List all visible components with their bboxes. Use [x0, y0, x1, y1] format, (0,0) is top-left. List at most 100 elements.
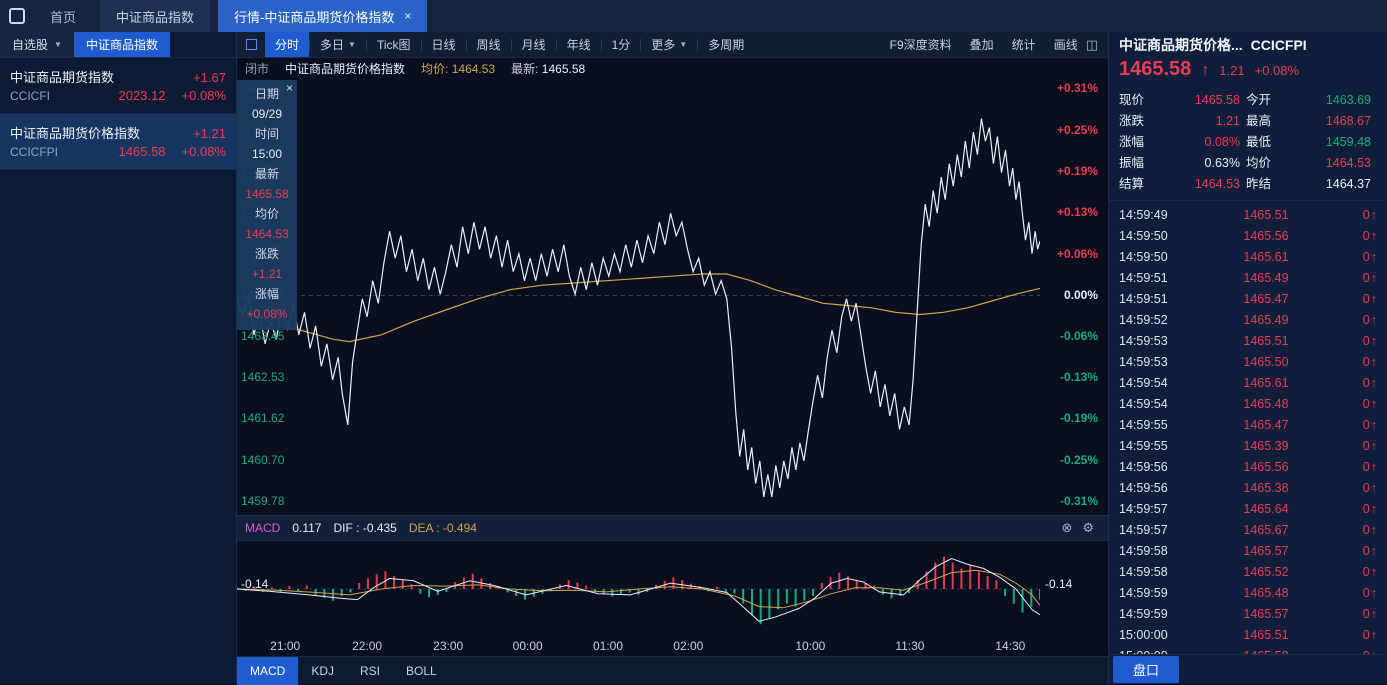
tooltip-value: 1465.58: [245, 187, 289, 201]
quote-panel: 中证商品期货价格... CCICFPI 1465.58 ↑ 1.21 +0.08%…: [1108, 32, 1387, 684]
topbar-tab-quote[interactable]: 行情-中证商品期货价格指数 ×: [218, 0, 428, 32]
price-axis-label: 1459.78: [241, 494, 285, 509]
quote-field-label: 均价: [1246, 156, 1272, 170]
logo-square: [9, 8, 25, 24]
up-arrow-icon: ↑: [1370, 417, 1377, 432]
tick-volume: 0↑: [1343, 649, 1377, 655]
quote-field-label: 现价: [1119, 93, 1145, 107]
up-arrow-icon: ↑: [1371, 649, 1377, 655]
indicator-tab-kdj[interactable]: KDJ: [311, 663, 335, 678]
tick-row: 14:59:56 1465.56 0↑: [1119, 456, 1377, 477]
topbar-tab-csi-index[interactable]: 中证商品指数: [100, 0, 211, 32]
last-value: 1465.58: [541, 61, 586, 76]
chevron-down-icon: ▼: [54, 40, 62, 49]
panel-toggle-icon[interactable]: ◫: [1085, 36, 1098, 52]
instrument-code: CCICFI: [10, 89, 50, 103]
macd-header: MACD 0.117 DIF : -0.435 DEA : -0.494 ⊗ ⚙: [237, 515, 1108, 541]
macd-axis-left: -0.14: [241, 577, 269, 591]
pankou-button[interactable]: 盘口: [1113, 656, 1180, 683]
tick-row: 14:59:57 1465.67 0↑: [1119, 519, 1377, 540]
quote-field-value: 1464.53: [1194, 177, 1240, 191]
macd-value: 0.117: [292, 521, 322, 535]
toolbar-tool-3[interactable]: 画线: [1053, 38, 1078, 52]
price-axis-label: 1463.45: [241, 329, 285, 344]
toolbar-tool-0[interactable]: F9深度资料: [889, 38, 952, 52]
toolbar-tool-2[interactable]: 统计: [1011, 38, 1036, 52]
price-chart[interactable]: +0.31% +0.25% +0.19% +0.13% +0.06% 0.00% -0.06…: [237, 78, 1108, 515]
indicator-tab-boll[interactable]: BOLL: [406, 663, 437, 678]
toolbar-divider: [697, 38, 699, 51]
instrument-row-ccicfpi[interactable]: 中证商品期货价格指数 +1.21 CCICFPI 1465.58 +0.08%: [0, 114, 236, 170]
grid-icon[interactable]: [237, 39, 265, 50]
tick-price: 1465.39: [1243, 438, 1289, 453]
tick-time: 14:59:52: [1119, 312, 1168, 327]
close-icon[interactable]: ×: [285, 81, 293, 95]
close-icon[interactable]: ×: [404, 9, 412, 23]
percent-axis-label: 0.00%: [1063, 287, 1098, 302]
tick-volume: 0↑: [1362, 417, 1377, 432]
quote-field-value: 1464.53: [1325, 156, 1371, 170]
quote-grid: 现价 1465.58 今开 1463.69 涨跌 1.21 最高 1468.67 涨幅 0.08%…: [1109, 86, 1387, 200]
period-tab-6[interactable]: 年线: [566, 38, 591, 52]
topbar-tab-home[interactable]: 首页: [34, 0, 92, 32]
toolbar-divider: [420, 38, 422, 51]
instrument-code: CCICFPI: [10, 145, 58, 159]
market-status: 闭市: [245, 61, 270, 76]
period-tab-8[interactable]: 更多 ▼: [651, 38, 688, 52]
period-tab-0[interactable]: 分时: [265, 32, 310, 57]
indicator-tab-rsi[interactable]: RSI: [360, 663, 381, 678]
period-tab-4[interactable]: 周线: [476, 38, 501, 52]
percent-axis: +0.31% +0.25% +0.19% +0.13% +0.06% 0.00% -0.06…: [1040, 78, 1108, 515]
macd-axis-right: -0.14: [1045, 577, 1073, 591]
tick-row: 15:00:00 1465.51 0↑: [1119, 624, 1377, 645]
up-arrow-icon: ↑: [1370, 501, 1377, 516]
indicator-tab-macd[interactable]: MACD: [237, 656, 299, 685]
tick-price: 1465.52: [1243, 564, 1289, 579]
up-arrow-icon: ↑: [1370, 354, 1377, 369]
quote-field-value: 1468.67: [1325, 114, 1371, 128]
dif-value: -0.435: [362, 521, 397, 535]
tick-time: 14:59:57: [1119, 501, 1168, 516]
time-tick: 02:00: [673, 639, 704, 653]
tick-price: 1465.48: [1243, 585, 1289, 600]
tick-time: 14:59:50: [1119, 228, 1168, 243]
period-tab-1[interactable]: 多日 ▼: [320, 38, 356, 52]
instrument-row-ccicfi[interactable]: 中证商品期货指数 +1.67 CCICFI 2023.12 +0.08%: [0, 58, 236, 114]
up-arrow-icon: ↑: [1370, 522, 1377, 537]
tooltip-value: +0.08%: [246, 307, 288, 321]
chart-toolbar: 分时 多日 ▼ Tick图 日线 周线 月线 年线 1分 更多 ▼ 多周期 F9深度资料 叠加 统计 画线 …: [237, 32, 1108, 58]
watchlist-dropdown[interactable]: 自选股 ▼: [0, 32, 74, 57]
tooltip-label: 日期: [254, 87, 279, 101]
percent-axis-label: -0.13%: [1059, 370, 1098, 385]
period-tab-3[interactable]: 日线: [431, 38, 456, 52]
period-tab-2[interactable]: Tick图: [376, 38, 411, 52]
tick-price: 1465.56: [1243, 459, 1289, 474]
close-circle-icon[interactable]: ⊗: [1061, 520, 1073, 535]
quote-field-value: 0.63%: [1204, 156, 1240, 170]
quote-field-label: 最高: [1246, 114, 1272, 128]
tooltip-rows: 日期 09/29 时间 15:00 最新 1465.58 均价 1464.53 涨跌 +1.21 涨…: [237, 84, 297, 324]
tick-volume: 0↑: [1362, 354, 1377, 369]
tick-price: 1465.48: [1243, 396, 1289, 411]
topbar: 首页 中证商品指数 行情-中证商品期货价格指数 ×: [0, 0, 1387, 32]
period-tab-9[interactable]: 多周期: [708, 38, 745, 52]
tick-row: 14:59:59 1465.48 0↑: [1119, 582, 1377, 603]
gear-icon[interactable]: ⚙: [1082, 520, 1094, 535]
quote-name: 中证商品期货价格...: [1119, 37, 1243, 53]
toolbar-tool-1[interactable]: 叠加: [969, 38, 994, 52]
app-logo-icon[interactable]: [0, 0, 34, 32]
macd-svg: [237, 556, 1040, 625]
tick-time: 14:59:54: [1119, 396, 1168, 411]
last-price: 1465.58: [1119, 58, 1192, 80]
macd-pane[interactable]: -0.14 -0.14: [237, 541, 1108, 638]
tick-row: 14:59:58 1465.52 0↑: [1119, 561, 1377, 582]
tick-row: 14:59:59 1465.57 0↑: [1119, 603, 1377, 624]
tick-list[interactable]: 14:59:49 1465.51 0↑ 14:59:50 1465.56 0↑ 14:59:…: [1109, 200, 1387, 654]
sidebar-tab-csi-commodity[interactable]: 中证商品指数: [73, 32, 170, 57]
tick-time: 14:59:58: [1119, 564, 1168, 579]
tick-volume: 0↑: [1362, 501, 1377, 516]
tick-volume: 0↑: [1362, 312, 1377, 327]
period-tab-7[interactable]: 1分: [611, 38, 631, 52]
period-tab-5[interactable]: 月线: [521, 38, 546, 52]
